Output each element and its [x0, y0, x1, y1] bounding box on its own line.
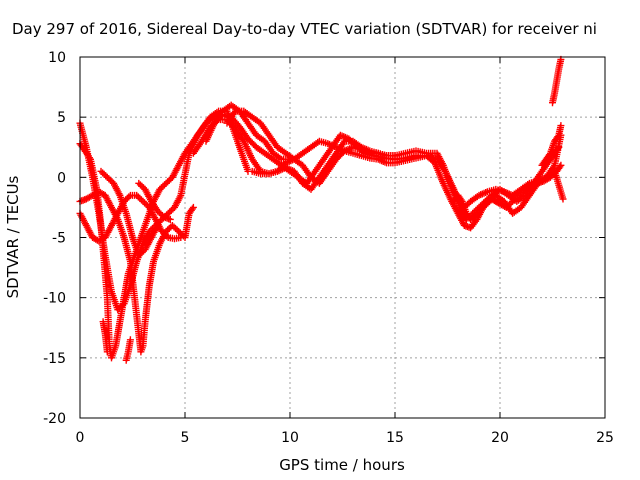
y-tick-label: 0 [57, 170, 66, 186]
data-point [166, 215, 174, 223]
series-track-11 [223, 107, 565, 211]
data-point [557, 122, 565, 130]
y-tick-label: -10 [43, 291, 66, 307]
y-tick-label: -5 [52, 231, 66, 247]
data-point [85, 154, 93, 162]
x-tick-label: 25 [596, 430, 614, 446]
series-track-15 [549, 55, 565, 107]
data-point [457, 196, 465, 204]
data-point [213, 117, 221, 125]
axis-ticks: 0 5 10 15 20 25 10 5 0 -5 -10 -15 -20 [43, 50, 614, 446]
series-track-5 [99, 318, 111, 356]
data-point [177, 234, 185, 241]
series-track-12 [248, 137, 399, 193]
x-tick-label: 0 [76, 430, 85, 446]
x-tick-label: 10 [281, 430, 299, 446]
x-tick-label: 20 [491, 430, 509, 446]
y-tick-label: -20 [43, 411, 66, 427]
data-point [125, 193, 133, 201]
series-track-13 [450, 161, 565, 223]
y-tick-label: 10 [48, 50, 66, 66]
series-track-6 [122, 336, 134, 364]
data-point [154, 221, 162, 229]
data-points [76, 55, 567, 364]
series-track-7 [97, 167, 162, 260]
data-point [557, 161, 565, 169]
chart-title: Day 297 of 2016, Sidereal Day-to-day VTE… [12, 20, 597, 38]
data-point [126, 336, 134, 344]
data-point [532, 180, 540, 188]
data-point [103, 348, 111, 356]
y-axis-label: SDTVAR / TECUs [4, 175, 22, 298]
data-point [391, 152, 399, 160]
y-tick-label: 5 [57, 110, 66, 126]
data-point [188, 205, 196, 213]
data-point [554, 133, 562, 141]
x-tick-label: 15 [386, 430, 404, 446]
series-track-14 [538, 122, 565, 169]
series-track-8 [135, 179, 174, 223]
series-track-10 [189, 116, 567, 232]
data-point [556, 163, 564, 171]
grid [80, 57, 605, 418]
x-axis-label: GPS time / hours [279, 456, 405, 474]
data-point [163, 232, 171, 240]
data-point [559, 195, 567, 203]
data-point [189, 203, 197, 211]
x-tick-label: 5 [181, 430, 190, 446]
series-track-3 [76, 188, 197, 356]
data-point [545, 151, 553, 159]
y-tick-label: -15 [43, 351, 66, 367]
